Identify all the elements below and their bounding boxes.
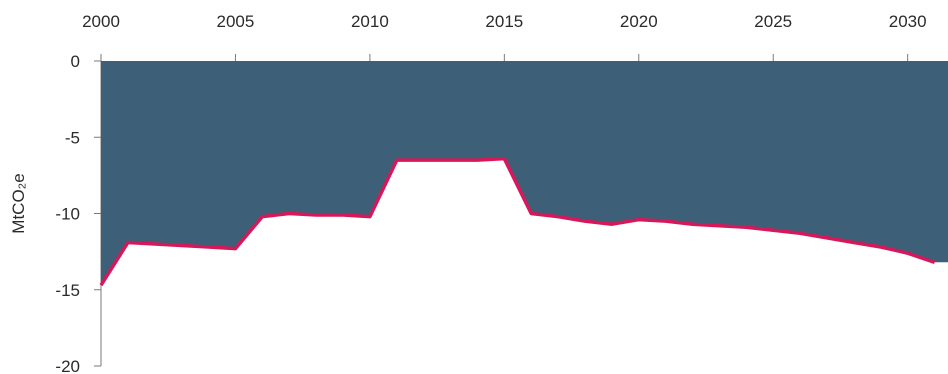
y-tick-label: -10 (55, 205, 80, 224)
x-tick-label: 2010 (351, 12, 389, 31)
x-tick-label: 2000 (82, 12, 120, 31)
x-axis-tick-labels: 2000 2005 2010 2015 2020 2025 2030 (82, 12, 927, 61)
y-axis-label: MtCO₂e (9, 173, 28, 233)
x-tick-label: 2020 (620, 12, 658, 31)
x-tick-label: 2005 (217, 12, 255, 31)
y-tick-label: -20 (55, 357, 80, 374)
x-tick-label: 2025 (754, 12, 792, 31)
y-axis: 0 -5 -10 -15 -20 (55, 52, 102, 374)
series-line (99, 156, 936, 287)
y-tick-label: -5 (65, 128, 80, 147)
y-tick-label: -15 (55, 281, 80, 300)
x-tick-label: 2030 (889, 12, 927, 31)
x-tick-label: 2015 (485, 12, 523, 31)
y-tick-label: 0 (71, 52, 80, 71)
area-fill (101, 61, 948, 286)
